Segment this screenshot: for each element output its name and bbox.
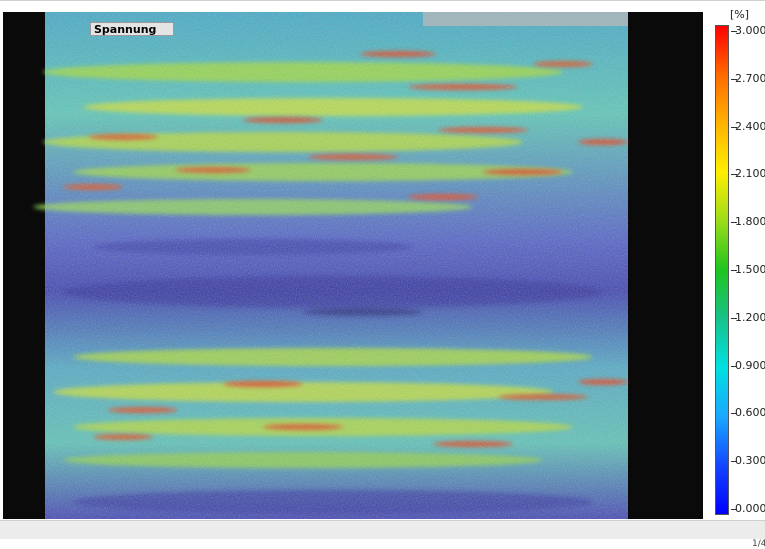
legend-tick-label: 1.800: [735, 215, 765, 228]
color-scale-legend: [%] 3.000 2.700 2.400 2.100 1.800 1.500 1.200 0…: [703, 0, 765, 520]
legend-tick-mark: [731, 31, 737, 32]
legend-tick-mark: [731, 461, 737, 462]
strain-field-image: [3, 12, 703, 519]
legend-tick-label: 1.500: [735, 263, 765, 276]
legend-tick-label: 1.200: [735, 311, 765, 324]
strain-field-viewport[interactable]: Spannung: [3, 12, 703, 519]
legend-tick-mark: [731, 270, 737, 271]
legend-tick-mark: [731, 509, 737, 510]
page-indicator: 1/4: [752, 539, 765, 549]
legend-tick-mark: [731, 318, 737, 319]
legend-tick-mark: [731, 174, 737, 175]
top-border: [0, 0, 765, 1]
legend-tick-label: 0.300: [735, 454, 765, 467]
status-bar: [0, 520, 765, 539]
legend-tick-mark: [731, 413, 737, 414]
legend-tick-mark: [731, 222, 737, 223]
legend-tick-label: 2.400: [735, 120, 765, 133]
legend-tick-label: 0.600: [735, 406, 765, 419]
legend-tick-label: 3.000: [735, 24, 765, 37]
legend-tick-mark: [731, 127, 737, 128]
legend-tick-label: 2.100: [735, 167, 765, 180]
overlay-label: Spannung: [90, 22, 174, 36]
specimen-area: [33, 12, 628, 519]
legend-tick-mark: [731, 366, 737, 367]
legend-color-bar: [715, 25, 729, 515]
legend-tick-mark: [731, 79, 737, 80]
legend-tick-label: 0.900: [735, 359, 765, 372]
legend-tick-label: 2.700: [735, 72, 765, 85]
legend-unit: [%]: [730, 8, 750, 21]
legend-tick-label: 0.000: [735, 502, 765, 515]
